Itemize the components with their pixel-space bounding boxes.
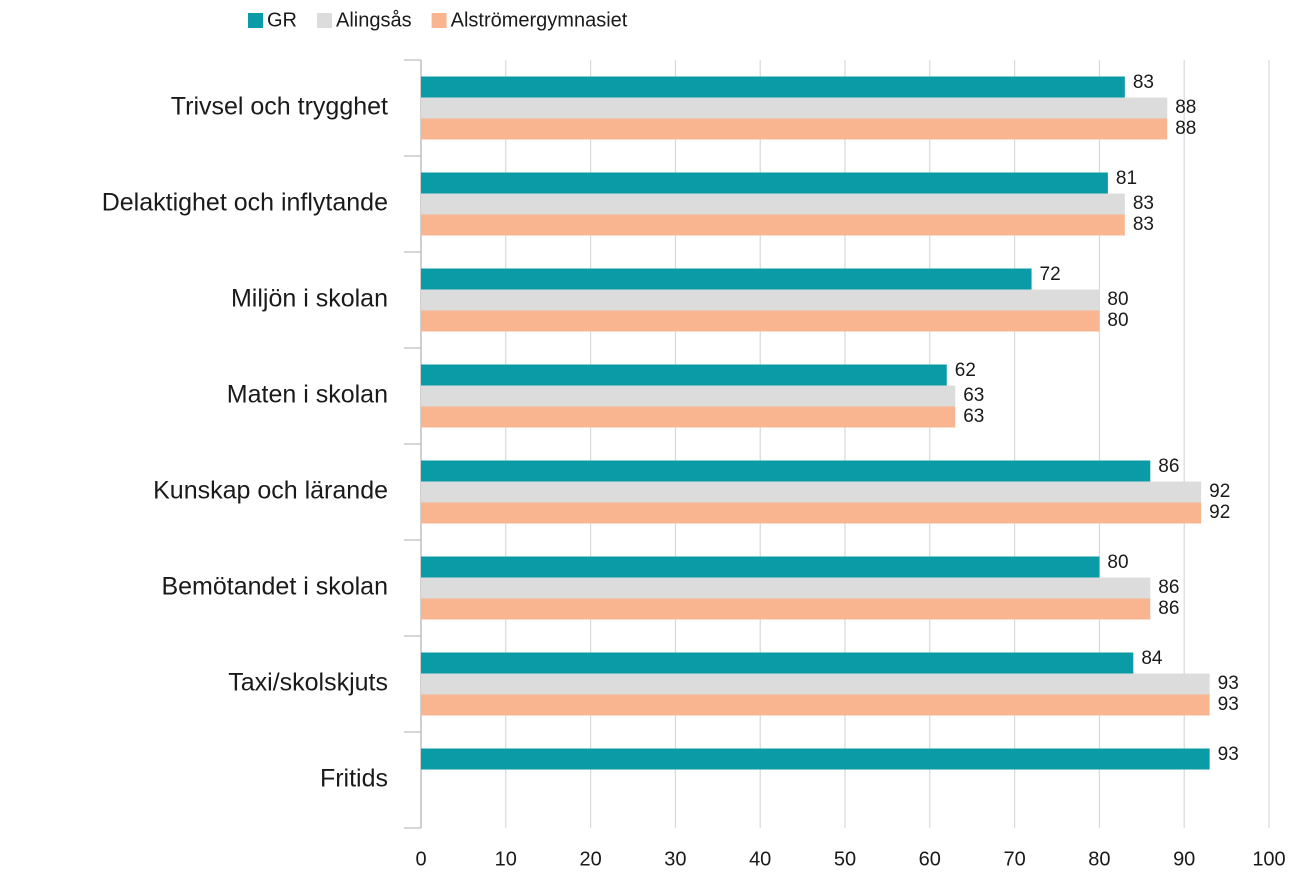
bar [421, 694, 1210, 716]
category-label: Taxi/skolskjuts [228, 669, 388, 697]
legend-swatch [317, 13, 332, 28]
value-label: 84 [1141, 648, 1163, 669]
bar [421, 97, 1168, 119]
value-label: 83 [1133, 193, 1154, 214]
legend-swatch [431, 13, 447, 28]
value-label: 88 [1175, 118, 1196, 139]
bar [421, 385, 956, 407]
bar [421, 673, 1210, 695]
x-tick-label: 100 [1252, 848, 1285, 870]
bar [421, 598, 1151, 620]
category-label: Bemötandet i skolan [161, 573, 388, 601]
x-tick-label: 20 [579, 848, 601, 870]
x-tick-label: 90 [1173, 848, 1195, 870]
value-label: 92 [1209, 502, 1230, 523]
legend-label: GR [267, 9, 297, 31]
bar [421, 193, 1125, 215]
category-label: Trivsel och trygghet [171, 93, 388, 121]
bar [421, 172, 1108, 194]
category-label: Delaktighet och inflytande [102, 189, 388, 217]
x-tick-label: 70 [1003, 848, 1025, 870]
bar [421, 502, 1202, 524]
value-label: 88 [1175, 97, 1196, 118]
bar [421, 406, 956, 428]
x-tick-label: 80 [1088, 848, 1110, 870]
category-label: Fritids [320, 765, 388, 793]
bar [421, 652, 1134, 674]
value-label: 92 [1209, 481, 1230, 502]
value-label: 93 [1218, 744, 1239, 765]
value-label: 93 [1218, 673, 1239, 694]
value-label: 80 [1107, 552, 1128, 573]
bar [421, 577, 1151, 599]
legend-swatch [248, 13, 263, 28]
x-tick-label: 40 [749, 848, 771, 870]
value-label: 86 [1158, 456, 1179, 477]
value-label: 81 [1116, 168, 1137, 189]
x-tick-label: 0 [415, 848, 426, 870]
bar [421, 460, 1151, 482]
bar [421, 214, 1125, 236]
value-label: 86 [1158, 577, 1179, 598]
bar [421, 76, 1125, 98]
bar [421, 268, 1032, 290]
bar [421, 748, 1210, 770]
value-label: 62 [955, 360, 976, 381]
value-label: 63 [963, 385, 984, 406]
category-label: Maten i skolan [227, 381, 388, 409]
bar [421, 310, 1100, 332]
x-tick-label: 30 [664, 848, 686, 870]
x-tick-label: 60 [919, 848, 941, 870]
value-label: 93 [1218, 694, 1239, 715]
legend-label: Alströmergymnasiet [451, 9, 628, 31]
x-tick-label: 10 [495, 848, 517, 870]
bar [421, 481, 1202, 503]
bar [421, 289, 1100, 311]
value-label: 86 [1158, 598, 1179, 619]
x-tick-label: 50 [834, 848, 856, 870]
value-label: 72 [1040, 264, 1061, 285]
bar [421, 556, 1100, 578]
value-label: 83 [1133, 214, 1154, 235]
value-label: 83 [1133, 72, 1154, 93]
value-label: 80 [1107, 289, 1128, 310]
category-label: Miljön i skolan [231, 285, 388, 313]
category-label: Kunskap och lärande [153, 477, 388, 505]
legend-label: Alingsås [336, 9, 412, 31]
value-label: 63 [963, 406, 984, 427]
value-label: 80 [1107, 310, 1128, 331]
bar [421, 364, 947, 386]
bar [421, 118, 1168, 140]
